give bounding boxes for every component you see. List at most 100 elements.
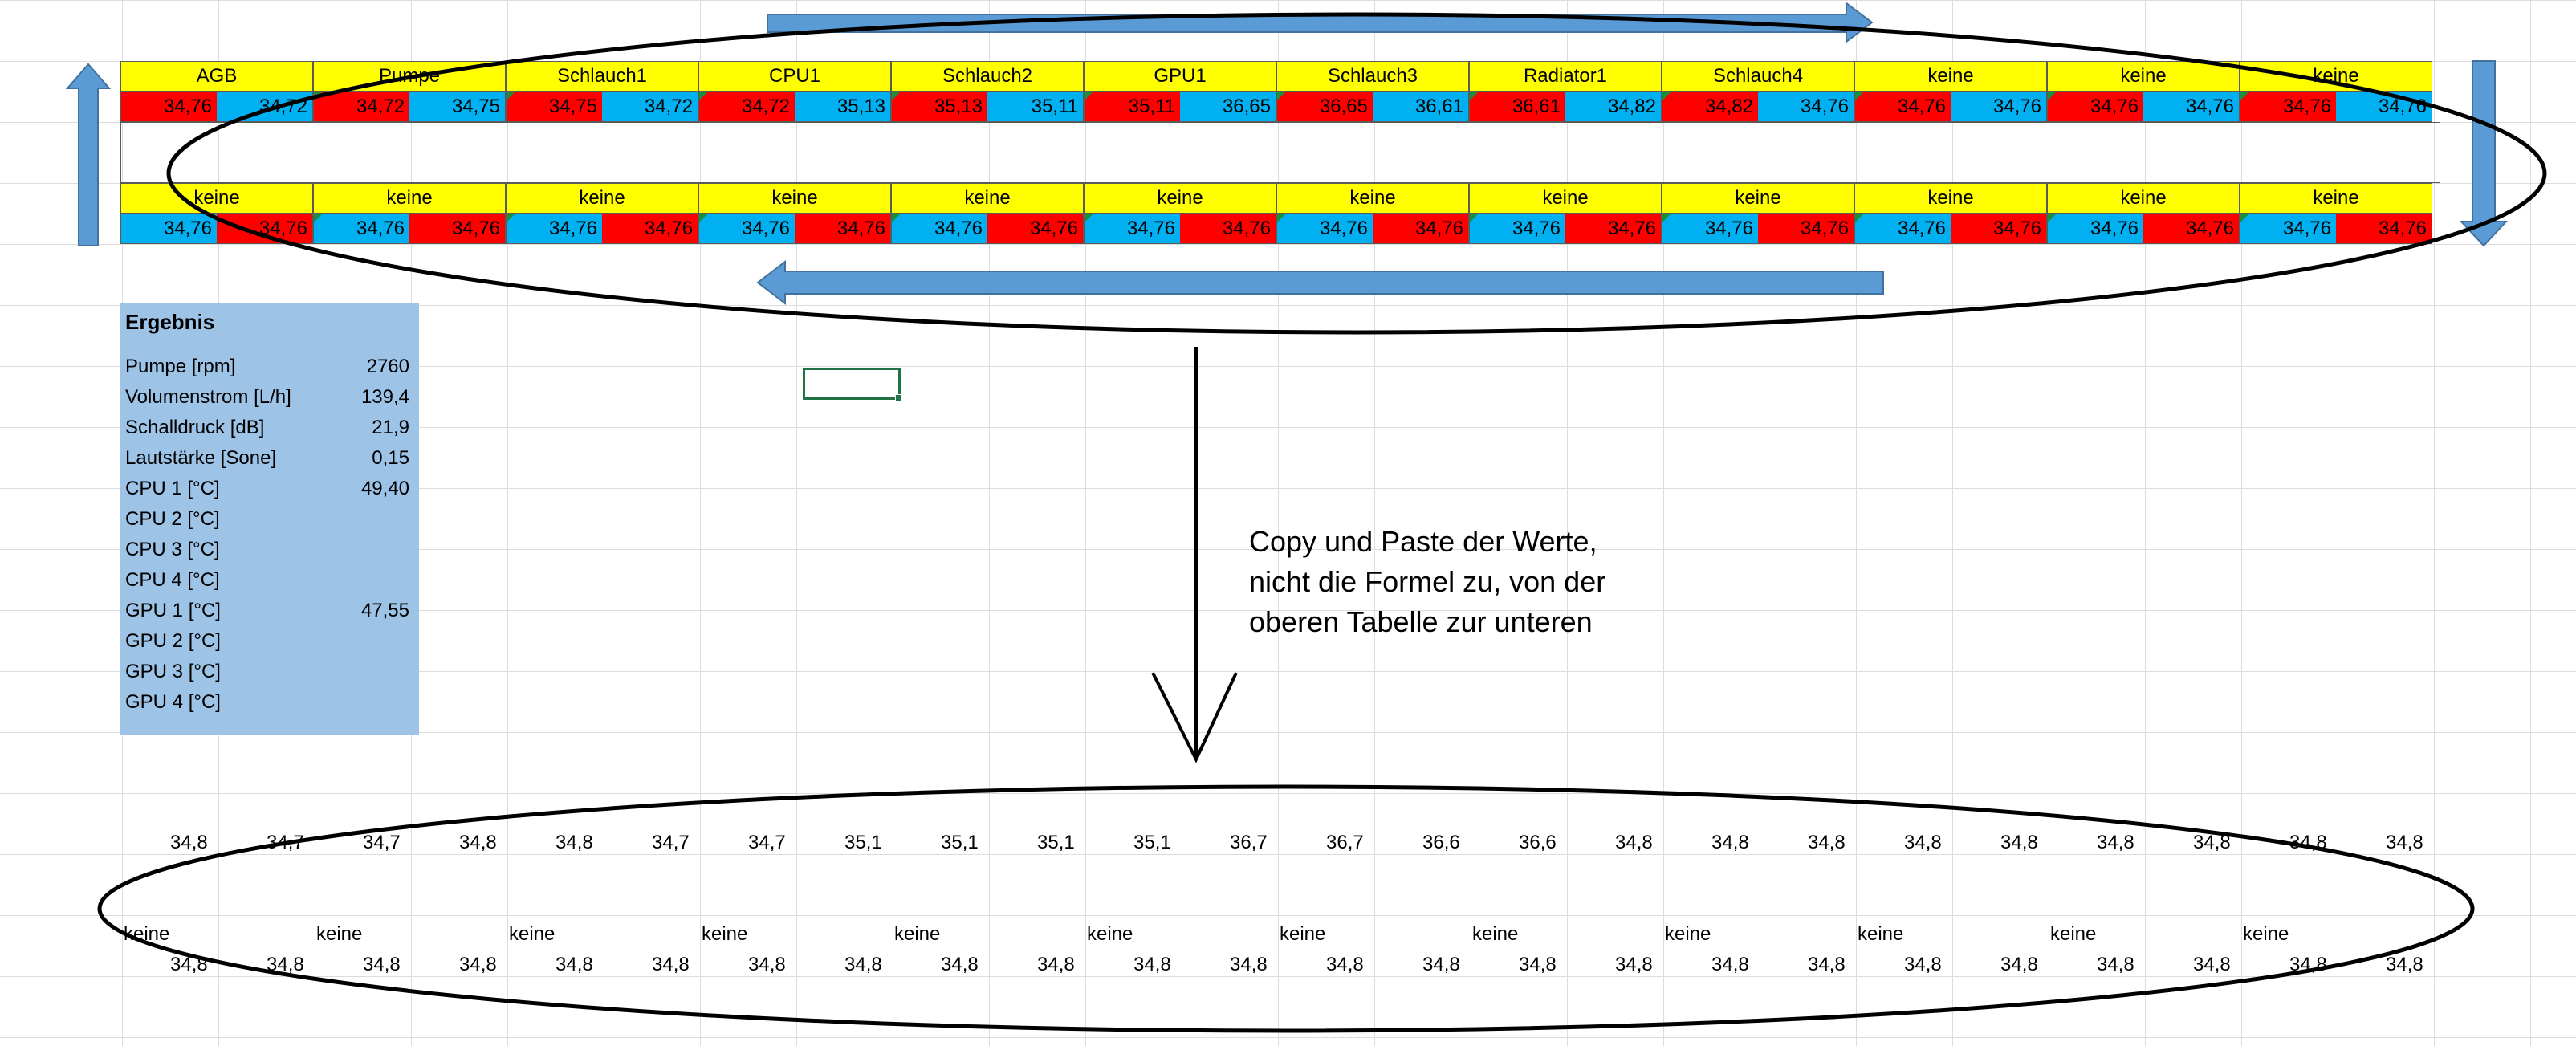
pasted-value[interactable]: 34,8 bbox=[170, 832, 208, 853]
pasted-value[interactable]: 34,7 bbox=[652, 832, 690, 853]
value-cell[interactable]: 34,72 bbox=[602, 92, 698, 121]
value-cell[interactable]: 34,76 bbox=[892, 214, 987, 243]
pasted-value[interactable]: 34,8 bbox=[1615, 832, 1653, 853]
result-value[interactable]: 139,4 bbox=[360, 386, 409, 408]
value-cell[interactable]: 34,76 bbox=[2336, 214, 2432, 243]
value-cell[interactable]: 34,76 bbox=[2048, 214, 2143, 243]
value-cell[interactable]: 36,65 bbox=[1277, 92, 1373, 121]
value-cell[interactable]: 34,76 bbox=[1277, 214, 1373, 243]
pasted-value[interactable]: 34,8 bbox=[2386, 832, 2423, 853]
pasted-value[interactable]: 34,8 bbox=[1808, 832, 1846, 853]
pasted-value[interactable]: 34,8 bbox=[652, 954, 690, 975]
pasted-value[interactable]: 34,8 bbox=[459, 832, 497, 853]
value-cell[interactable]: 34,76 bbox=[2143, 92, 2239, 121]
value-cell[interactable]: 34,76 bbox=[602, 214, 698, 243]
pasted-value[interactable]: 34,8 bbox=[2000, 954, 2038, 975]
value-cell[interactable]: 34,75 bbox=[507, 92, 602, 121]
down-arrow-head-icon[interactable] bbox=[1151, 672, 1238, 763]
pasted-value[interactable]: 34,8 bbox=[748, 954, 786, 975]
header-cell[interactable]: keine bbox=[1854, 61, 2047, 92]
value-cell[interactable]: 35,11 bbox=[987, 92, 1083, 121]
header-cell[interactable]: keine bbox=[120, 183, 313, 214]
value-cell[interactable]: 34,76 bbox=[1085, 214, 1180, 243]
pasted-label[interactable]: keine bbox=[1665, 923, 1711, 945]
pasted-value[interactable]: 34,8 bbox=[2097, 954, 2134, 975]
header-cell[interactable]: keine bbox=[891, 183, 1084, 214]
pasted-label[interactable]: keine bbox=[702, 923, 748, 945]
pasted-value[interactable]: 34,8 bbox=[2193, 954, 2231, 975]
value-cell[interactable]: 36,65 bbox=[1180, 92, 1276, 121]
header-cell[interactable]: keine bbox=[1084, 183, 1276, 214]
pasted-label[interactable]: keine bbox=[1472, 923, 1519, 945]
value-cell[interactable]: 36,61 bbox=[1373, 92, 1468, 121]
pasted-value[interactable]: 34,8 bbox=[1326, 954, 1364, 975]
value-cell[interactable]: 34,76 bbox=[1565, 214, 1661, 243]
value-cell[interactable]: 34,76 bbox=[1758, 214, 1854, 243]
value-cell[interactable]: 34,72 bbox=[314, 92, 409, 121]
value-cell[interactable]: 34,76 bbox=[1758, 92, 1854, 121]
value-cell[interactable]: 34,76 bbox=[1951, 214, 2046, 243]
value-cell[interactable]: 34,76 bbox=[409, 214, 505, 243]
pasted-value[interactable]: 36,6 bbox=[1519, 832, 1557, 853]
pasted-value[interactable]: 34,8 bbox=[2097, 832, 2134, 853]
pasted-value[interactable]: 34,8 bbox=[1711, 832, 1749, 853]
pasted-value[interactable]: 35,1 bbox=[1037, 832, 1075, 853]
pasted-value[interactable]: 34,8 bbox=[555, 954, 593, 975]
arrow-left-icon[interactable] bbox=[756, 259, 1884, 306]
value-cell[interactable]: 35,11 bbox=[1085, 92, 1180, 121]
value-cell[interactable]: 34,76 bbox=[314, 214, 409, 243]
pasted-value[interactable]: 34,8 bbox=[1615, 954, 1653, 975]
pasted-label[interactable]: keine bbox=[1087, 923, 1133, 945]
header-cell[interactable]: keine bbox=[2047, 183, 2240, 214]
pasted-value[interactable]: 34,8 bbox=[1422, 954, 1460, 975]
value-cell[interactable]: 35,13 bbox=[795, 92, 890, 121]
pasted-value[interactable]: 36,7 bbox=[1230, 832, 1268, 853]
pasted-value[interactable]: 34,8 bbox=[1519, 954, 1557, 975]
header-cell[interactable]: keine bbox=[506, 183, 698, 214]
header-cell[interactable]: Radiator1 bbox=[1469, 61, 1662, 92]
pasted-value[interactable]: 36,6 bbox=[1422, 832, 1460, 853]
value-cell[interactable]: 34,76 bbox=[699, 214, 795, 243]
value-cell[interactable]: 34,76 bbox=[1373, 214, 1468, 243]
pasted-value[interactable]: 35,1 bbox=[1133, 832, 1171, 853]
value-cell[interactable]: 34,75 bbox=[409, 92, 505, 121]
header-cell[interactable]: keine bbox=[313, 183, 506, 214]
header-cell[interactable]: keine bbox=[1662, 183, 1854, 214]
arrow-up-icon[interactable] bbox=[65, 63, 112, 246]
header-cell[interactable]: keine bbox=[1854, 183, 2047, 214]
pasted-value[interactable]: 34,7 bbox=[363, 832, 401, 853]
pasted-value[interactable]: 34,8 bbox=[1808, 954, 1846, 975]
value-cell[interactable]: 34,76 bbox=[217, 214, 312, 243]
result-value[interactable]: 21,9 bbox=[372, 417, 409, 438]
header-cell[interactable]: keine bbox=[2240, 183, 2432, 214]
header-cell[interactable]: Schlauch3 bbox=[1276, 61, 1469, 92]
header-cell[interactable]: Schlauch2 bbox=[891, 61, 1084, 92]
arrow-down-icon[interactable] bbox=[2459, 60, 2509, 247]
value-cell[interactable]: 34,76 bbox=[2048, 92, 2143, 121]
pasted-label[interactable]: keine bbox=[1858, 923, 1904, 945]
header-cell[interactable]: CPU1 bbox=[698, 61, 891, 92]
pasted-label[interactable]: keine bbox=[1280, 923, 1326, 945]
value-cell[interactable]: 34,76 bbox=[795, 214, 890, 243]
header-cell[interactable]: keine bbox=[2047, 61, 2240, 92]
active-cell-selection[interactable] bbox=[803, 368, 902, 401]
value-cell[interactable]: 34,76 bbox=[1180, 214, 1276, 243]
pasted-value[interactable]: 34,8 bbox=[1904, 954, 1942, 975]
result-value[interactable]: 0,15 bbox=[372, 447, 409, 469]
value-cell[interactable]: 34,76 bbox=[121, 214, 217, 243]
value-cell[interactable]: 34,76 bbox=[1951, 92, 2046, 121]
value-cell[interactable]: 34,76 bbox=[1470, 214, 1565, 243]
value-cell[interactable]: 34,72 bbox=[699, 92, 795, 121]
value-cell[interactable]: 36,61 bbox=[1470, 92, 1565, 121]
header-cell[interactable]: Schlauch4 bbox=[1662, 61, 1854, 92]
pasted-label[interactable]: keine bbox=[316, 923, 363, 945]
result-value[interactable]: 49,40 bbox=[360, 478, 409, 499]
value-cell[interactable]: 34,82 bbox=[1565, 92, 1661, 121]
value-cell[interactable]: 35,13 bbox=[892, 92, 987, 121]
pasted-value[interactable]: 34,8 bbox=[1711, 954, 1749, 975]
pasted-value[interactable]: 34,8 bbox=[1037, 954, 1075, 975]
result-value[interactable]: 47,55 bbox=[360, 600, 409, 621]
header-cell[interactable]: Schlauch1 bbox=[506, 61, 698, 92]
value-cell[interactable]: 34,82 bbox=[1662, 92, 1758, 121]
pasted-value[interactable]: 35,1 bbox=[844, 832, 882, 853]
